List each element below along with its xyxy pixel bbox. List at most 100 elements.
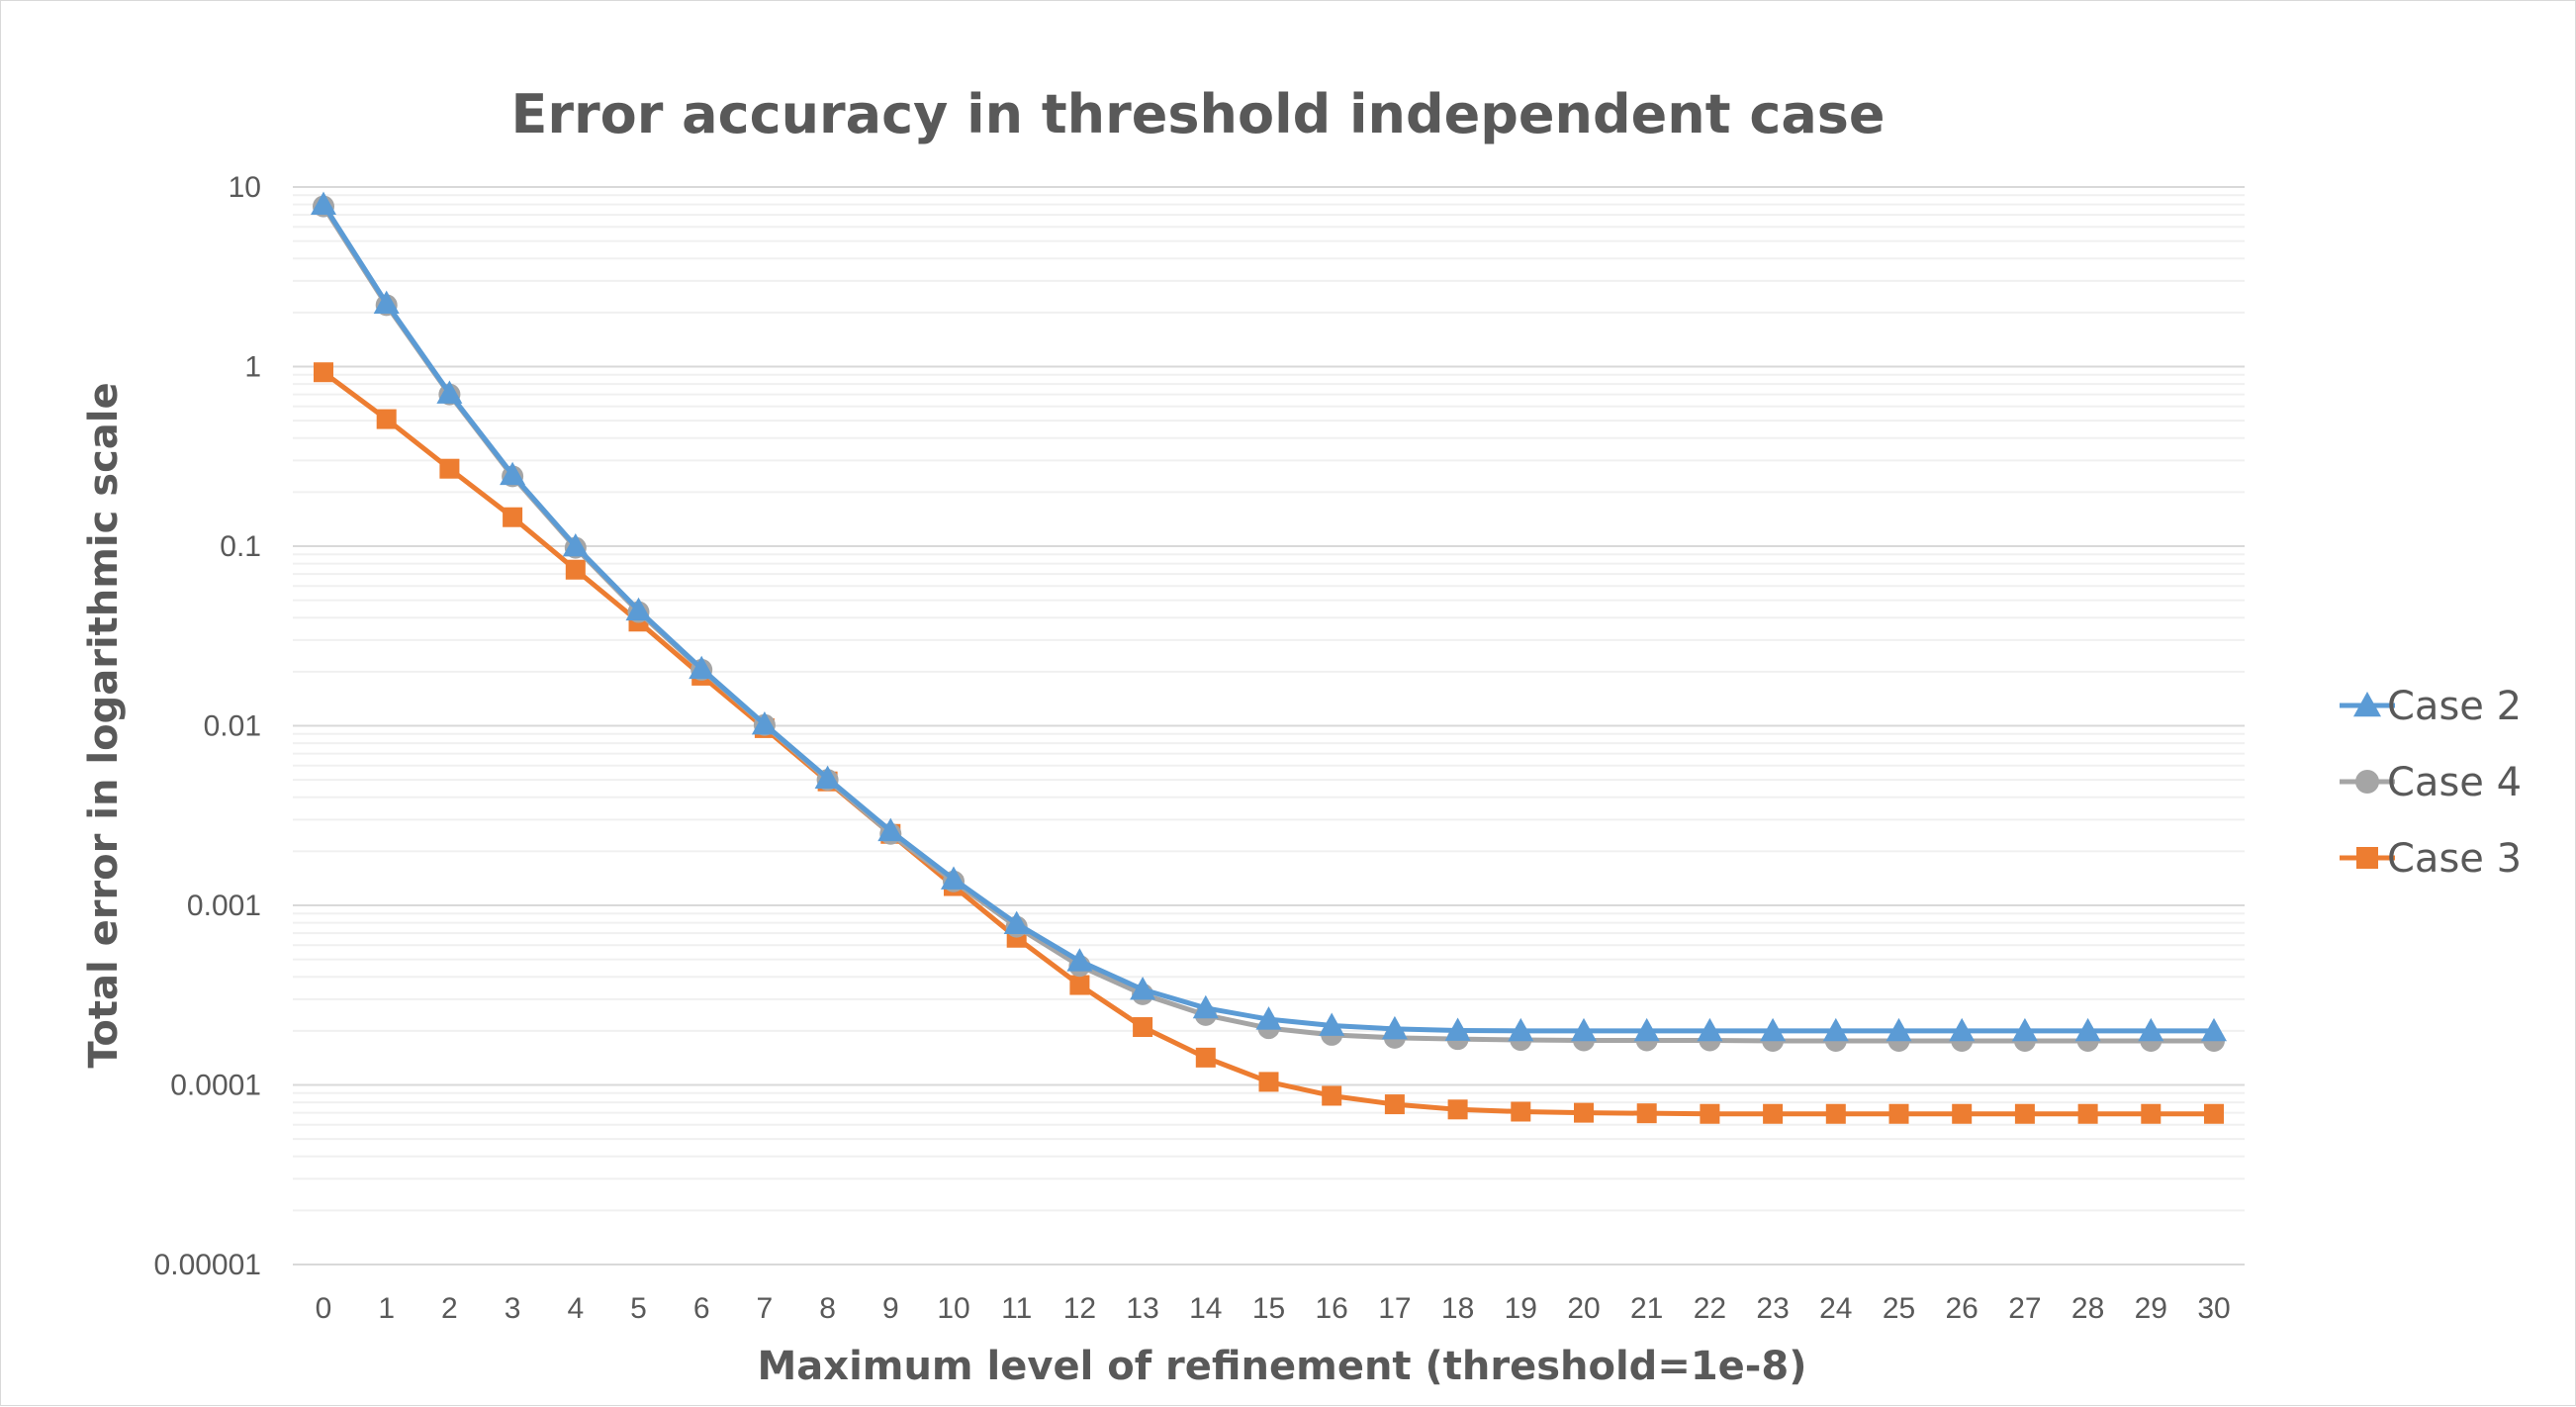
data-point-triangle <box>1444 1017 1471 1041</box>
data-point-circle <box>2355 770 2379 794</box>
series-case-2 <box>311 191 2227 1042</box>
data-point-square <box>565 559 586 580</box>
data-point-square <box>2077 1103 2098 1124</box>
x-tick-label: 28 <box>2071 1292 2104 1325</box>
data-point-square <box>1133 1017 1153 1038</box>
data-point-triangle <box>1822 1017 1849 1042</box>
legend-label: Case 2 <box>2387 684 2522 729</box>
legend-label: Case 4 <box>2387 760 2522 805</box>
x-tick-label: 14 <box>1189 1292 1222 1325</box>
x-tick-label: 22 <box>1694 1292 1726 1325</box>
y-tick-label: 0.001 <box>187 890 261 922</box>
data-point-square <box>2356 847 2378 869</box>
x-tick-label: 25 <box>1883 1292 1915 1325</box>
data-point-triangle <box>877 817 904 842</box>
data-point-triangle <box>2074 1017 2101 1042</box>
chart-title: Error accuracy in threshold independent … <box>510 83 1885 145</box>
data-point-triangle <box>311 191 336 215</box>
x-tick-label: 1 <box>378 1292 395 1325</box>
data-point-triangle <box>1319 1012 1345 1036</box>
data-point-triangle <box>2201 1017 2227 1042</box>
x-tick-label: 9 <box>882 1292 899 1325</box>
y-tick-label: 10 <box>229 171 261 204</box>
x-tick-label: 11 <box>1001 1292 1032 1325</box>
data-point-square <box>503 507 523 527</box>
data-point-square <box>2014 1103 2035 1124</box>
data-point-square <box>1825 1103 1846 1124</box>
legend-item-case-4: Case 4 <box>2340 760 2522 805</box>
x-tick-label: 5 <box>630 1292 647 1325</box>
x-tick-label: 6 <box>693 1292 710 1325</box>
data-point-triangle <box>373 290 400 314</box>
data-point-triangle <box>941 866 966 890</box>
x-tick-label: 19 <box>1505 1292 1537 1325</box>
legend-label: Case 3 <box>2387 836 2522 882</box>
x-tick-label: 20 <box>1567 1292 1600 1325</box>
x-tick-label: 30 <box>2197 1292 2230 1325</box>
x-tick-label: 3 <box>505 1292 521 1325</box>
y-tick-label: 0.1 <box>220 530 261 563</box>
data-point-triangle <box>1255 1006 1282 1030</box>
y-axis-title: Total error in logarithmic scale <box>81 382 127 1068</box>
x-tick-label: 23 <box>1756 1292 1789 1325</box>
data-point-triangle <box>1571 1017 1597 1042</box>
data-point-square <box>1511 1101 1531 1122</box>
data-point-square <box>1258 1072 1279 1092</box>
data-point-triangle <box>814 765 841 789</box>
y-tick-label: 0.0001 <box>170 1070 261 1102</box>
x-tick-label: 18 <box>1441 1292 1474 1325</box>
x-tick-label: 8 <box>819 1292 836 1325</box>
data-point-square <box>2204 1103 2224 1124</box>
data-point-triangle <box>625 597 652 621</box>
data-point-triangle <box>1697 1017 1723 1042</box>
data-point-triangle <box>436 380 463 404</box>
legend-item-case-3: Case 3 <box>2340 836 2522 882</box>
data-point-square <box>1763 1103 1784 1124</box>
y-tick-labels: 10 1 0.1 0.01 0.001 0.0001 0.00001 <box>154 171 261 1281</box>
x-tick-labels: 0 1 2 3 4 5 6 7 8 9 10 11 12 13 14 15 16 17 18 19 20 21 22 23 24… <box>316 1292 2231 1325</box>
x-tick-label: 21 <box>1630 1292 1663 1325</box>
x-tick-label: 26 <box>1946 1292 1978 1325</box>
data-point-square <box>376 409 397 429</box>
series-layer <box>311 191 2227 1124</box>
x-tick-label: 2 <box>441 1292 458 1325</box>
data-point-triangle <box>1886 1017 1912 1042</box>
data-point-square <box>2141 1103 2162 1124</box>
data-point-triangle <box>689 655 715 680</box>
data-point-triangle <box>2011 1017 2038 1042</box>
x-tick-label: 4 <box>567 1292 584 1325</box>
data-point-square <box>1574 1102 1594 1123</box>
data-point-triangle <box>1633 1017 1660 1042</box>
x-tick-label: 13 <box>1126 1292 1158 1325</box>
data-point-triangle <box>751 710 778 735</box>
data-point-triangle <box>562 533 589 557</box>
series-line <box>321 205 2214 1044</box>
data-point-square <box>1952 1103 1973 1124</box>
data-point-square <box>1069 975 1090 995</box>
data-point-square <box>1888 1103 1909 1124</box>
data-point-square <box>1700 1103 1720 1124</box>
y-tick-label: 1 <box>244 351 261 384</box>
data-point-square <box>1384 1094 1405 1115</box>
data-point-triangle <box>1192 994 1219 1019</box>
data-point-square <box>1195 1047 1216 1068</box>
data-point-square <box>1322 1085 1342 1106</box>
data-point-triangle <box>1949 1017 1976 1042</box>
data-point-triangle <box>1066 948 1093 972</box>
legend: Case 2 Case 4 Case 3 <box>2340 684 2522 882</box>
data-point-triangle <box>1760 1017 1787 1042</box>
x-tick-label: 0 <box>316 1292 332 1325</box>
data-point-square <box>314 362 333 383</box>
data-point-square <box>1447 1099 1468 1120</box>
data-point-triangle <box>2353 692 2381 717</box>
y-tick-label: 0.00001 <box>154 1249 261 1281</box>
x-tick-label: 10 <box>937 1292 969 1325</box>
x-tick-label: 17 <box>1378 1292 1411 1325</box>
x-tick-label: 15 <box>1252 1292 1285 1325</box>
x-tick-label: 16 <box>1316 1292 1348 1325</box>
x-tick-label: 12 <box>1063 1292 1096 1325</box>
grid-lines <box>293 186 2245 1266</box>
data-point-triangle <box>1381 1015 1408 1040</box>
